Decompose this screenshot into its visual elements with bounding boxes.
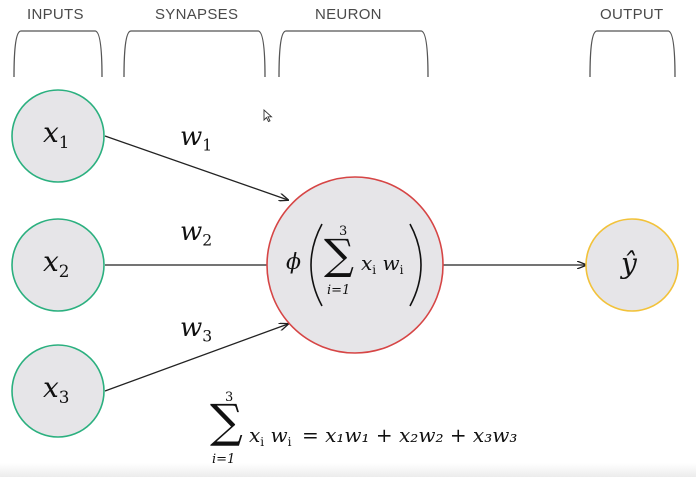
input-label-3: x3 [43, 371, 70, 407]
weight-label-2: w2 [180, 217, 213, 250]
section-label-inputs: INPUTS [27, 6, 84, 23]
section-label-output: OUTPUT [600, 6, 664, 23]
neuron-sum-lower: i=1 [327, 283, 351, 298]
output-bracket [589, 30, 676, 78]
section-label-neuron: NEURON [315, 6, 382, 23]
input-label-1: x1 [43, 116, 70, 152]
input-label-2: x2 [43, 245, 70, 281]
neuron-node [266, 176, 444, 354]
input-node-2 [11, 218, 105, 312]
equation-rhs: = x₁w₁ + x₂w₂ + x₃w₃ [302, 423, 518, 447]
equation-lhs: xi wi [249, 423, 292, 450]
output-label: ŷ [621, 247, 637, 280]
equation-sigma: ∑ [210, 394, 243, 448]
neuron-bracket [278, 30, 429, 78]
synapse-arrow-1 [104, 135, 288, 200]
neuron-left-paren [310, 223, 323, 307]
weight-label-3: w3 [180, 313, 213, 346]
neuron-right-paren [409, 223, 422, 307]
input-node-3 [11, 344, 105, 438]
input-node-1 [11, 89, 105, 183]
bottom-shadow [0, 463, 696, 477]
inputs-bracket [13, 30, 103, 78]
synapse-arrow-3 [104, 324, 288, 392]
mouse-cursor-icon [263, 109, 273, 123]
neuron-activation-phi: ϕ [286, 250, 301, 275]
neuron-sum-upper: 3 [339, 224, 348, 239]
section-label-synapses: SYNAPSES [155, 6, 239, 23]
synapses-bracket [123, 30, 266, 78]
equation-sum-upper: 3 [225, 390, 234, 405]
neuron-sigma: ∑ [324, 230, 354, 279]
output-node [585, 218, 679, 312]
neuron-term: xi wi [361, 251, 404, 278]
weight-label-1: w1 [180, 122, 213, 155]
